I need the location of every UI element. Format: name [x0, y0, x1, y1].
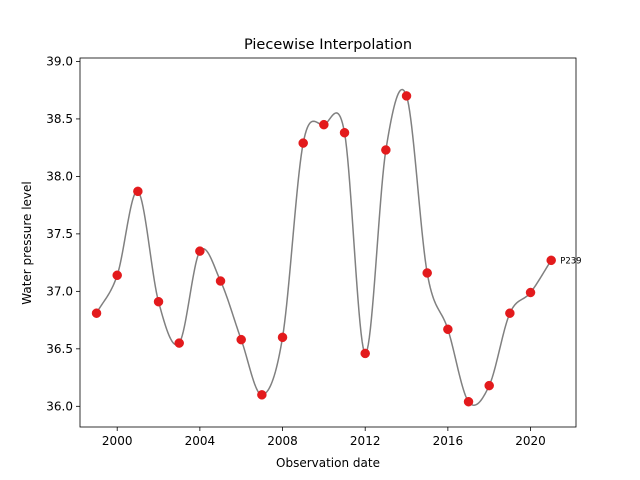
data-point: [153, 296, 164, 307]
y-tick-label: 36.0: [46, 399, 73, 413]
plot-area: P239 2000 2004 2008 2012 2016 2020 36.0 36.5 37.0…: [46, 54, 581, 448]
x-axis-label: Observation date: [276, 456, 380, 470]
y-tick-label: 38.0: [46, 169, 73, 183]
data-point: [133, 186, 143, 197]
data-point: [236, 334, 246, 345]
data-point: [443, 324, 453, 335]
plot-frame: [79, 57, 577, 428]
x-tick-label: 2008: [267, 434, 298, 448]
x-tick-label: 2000: [102, 434, 133, 448]
data-point: [422, 268, 432, 278]
x-tick-label: 2020: [515, 434, 546, 448]
data-point: [463, 396, 474, 407]
y-tick-label: 37.5: [46, 227, 73, 241]
y-tick-label: 37.0: [46, 284, 73, 298]
data-point: [381, 145, 391, 155]
y-tick-label: 38.5: [46, 112, 73, 126]
point-annotation: P239: [560, 256, 581, 266]
x-tick-label: 2004: [185, 434, 216, 448]
data-point: [277, 332, 288, 343]
data-point: [174, 338, 184, 348]
data-point: [195, 246, 205, 256]
data-point: [91, 308, 102, 318]
y-tick-label: 39.0: [46, 54, 73, 68]
data-point: [360, 348, 370, 359]
x-tick-label: 2016: [433, 434, 464, 448]
data-point: [401, 91, 412, 101]
data-point: [257, 390, 267, 400]
data-point: [505, 308, 515, 318]
y-tick-label: 36.5: [46, 342, 73, 356]
x-tick-label: 2012: [350, 434, 381, 448]
data-point: [546, 255, 556, 266]
data-point: [215, 276, 226, 286]
data-point: [339, 127, 350, 138]
data-point: [525, 287, 536, 298]
data-point: [484, 380, 494, 391]
chart-title: Piecewise Interpolation: [244, 37, 412, 53]
y-axis-label: Water pressure level: [20, 181, 34, 304]
data-point: [112, 270, 122, 281]
data-point: [298, 138, 308, 148]
data-point: [319, 119, 329, 130]
series-line: [95, 88, 552, 406]
